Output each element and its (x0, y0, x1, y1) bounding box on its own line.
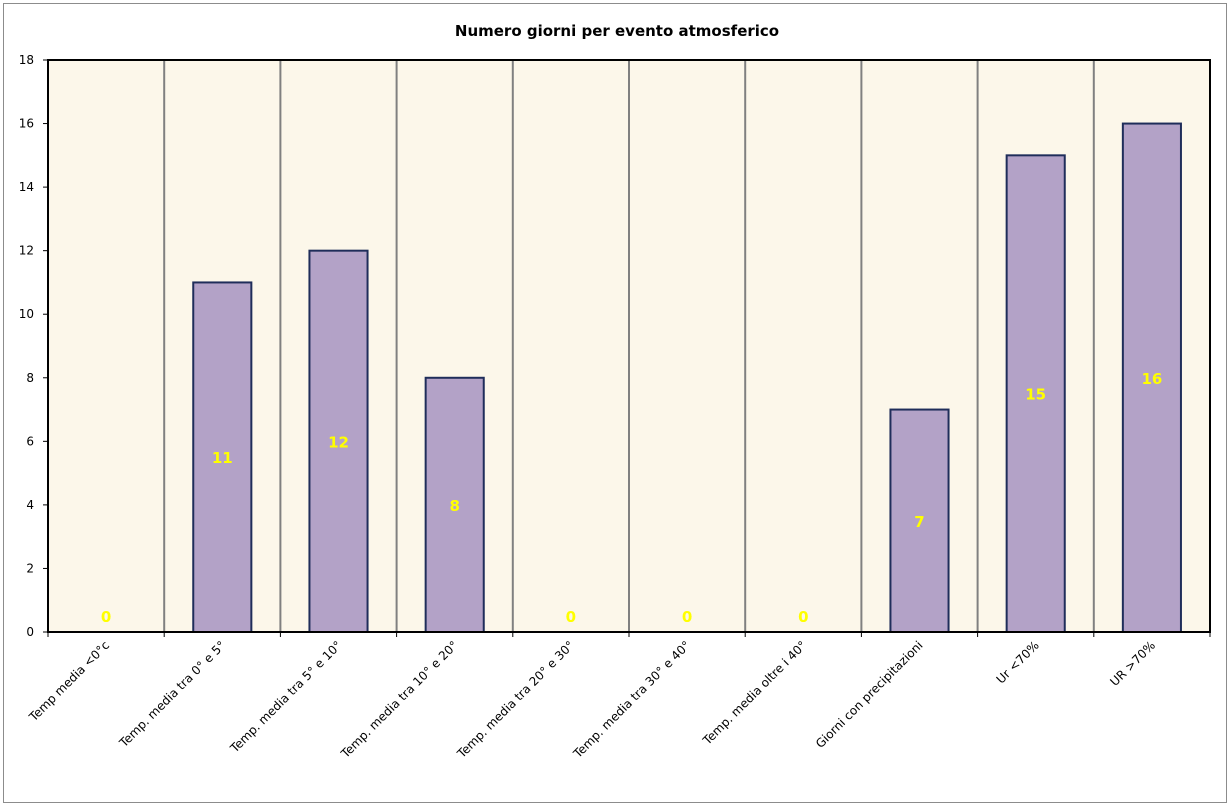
x-tick-label: Temp. media tra 5° e 10° (227, 638, 345, 756)
bar (1121, 122, 1182, 634)
data-label: 16 (1141, 370, 1162, 388)
y-tick-label: 4 (26, 498, 34, 512)
y-tick-label: 10 (19, 307, 34, 321)
x-axis: Temp media <0°c Temp. media tra 0° e 5° Te… (26, 632, 1211, 761)
bar (424, 376, 485, 633)
y-tick-label: 6 (26, 434, 34, 448)
data-label: 0 (682, 608, 692, 626)
y-tick-label: 14 (19, 180, 34, 194)
y-tick-label: 18 (19, 53, 34, 67)
x-tick-label: UR >70% (1107, 638, 1158, 689)
y-axis: 0 2 4 6 8 10 12 14 16 18 (19, 53, 48, 639)
data-label: 0 (798, 608, 808, 626)
data-label: 0 (101, 608, 111, 626)
data-labels: 0 11 12 8 0 0 0 7 15 16 (101, 370, 1162, 626)
x-tick-label: Temp. media tra 20° e 30° (454, 638, 577, 761)
x-tick-label: Ur <70% (994, 638, 1042, 686)
x-tick-label: Giorni con precipitazioni (813, 638, 926, 751)
y-tick-label: 2 (26, 561, 34, 575)
y-tick-label: 16 (19, 117, 34, 131)
y-tick-label: 12 (19, 244, 34, 258)
data-label: 11 (212, 449, 233, 467)
x-tick-label: Temp media <0°c (26, 638, 112, 724)
bar (192, 281, 253, 633)
x-tick-label: Temp. media tra 30° e 40° (570, 638, 693, 761)
data-label: 7 (914, 513, 924, 531)
x-tick-label: Temp. media tra 10° e 20° (338, 638, 461, 761)
gridlines (163, 60, 1095, 632)
data-label: 15 (1025, 386, 1046, 404)
x-tick-label: Temp. media oltre i 40° (699, 638, 809, 748)
chart-title: Numero giorni per evento atmosferico (455, 22, 779, 40)
y-tick-label: 0 (26, 625, 34, 639)
x-tick-label: Temp. media tra 0° e 5° (116, 638, 228, 750)
data-label: 8 (449, 497, 459, 515)
data-label: 12 (328, 433, 349, 451)
data-label: 0 (566, 608, 576, 626)
y-tick-label: 8 (26, 371, 34, 385)
